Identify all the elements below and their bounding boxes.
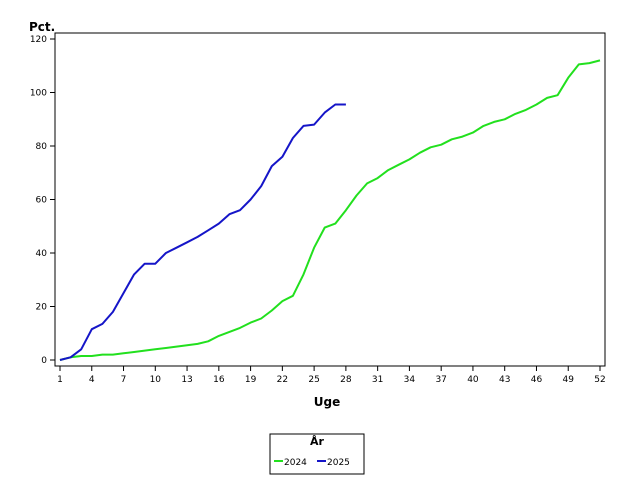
y-tick-label: 80 <box>36 142 48 152</box>
x-tick-label: 46 <box>531 375 543 385</box>
x-tick-label: 1 <box>57 375 63 385</box>
x-tick-label: 31 <box>372 375 383 385</box>
x-tick-label: 10 <box>150 375 162 385</box>
legend-box <box>269 433 365 475</box>
series-line-2025 <box>59 103 346 361</box>
y-tick-label: 40 <box>36 249 48 259</box>
x-tick-label: 37 <box>435 375 446 385</box>
x-axis: 1 4 7 10 13 16 19 22 25 28 31 34 37 40 43 46 49 52 <box>57 366 606 385</box>
legend: År 2024 2025 <box>269 433 365 475</box>
x-tick-label: 34 <box>404 375 416 385</box>
x-tick-label: 52 <box>594 375 605 385</box>
x-tick-label: 19 <box>245 375 257 385</box>
x-tick-label: 25 <box>308 375 319 385</box>
legend-label-2025: 2025 <box>327 458 350 468</box>
y-axis-title: Pct. <box>29 20 55 34</box>
series-lines <box>59 59 601 361</box>
x-tick-label: 4 <box>89 375 95 385</box>
x-tick-label: 22 <box>277 375 288 385</box>
y-tick-label: 60 <box>36 196 48 206</box>
x-tick-label: 7 <box>121 375 127 385</box>
x-axis-title: Uge <box>314 395 340 409</box>
x-tick-label: 43 <box>499 375 510 385</box>
legend-label-2024: 2024 <box>284 458 307 468</box>
y-axis: 0 20 40 60 80 100 120 <box>30 35 55 366</box>
x-tick-label: 49 <box>563 375 575 385</box>
x-tick-label: 16 <box>213 375 225 385</box>
x-tick-label: 13 <box>181 375 192 385</box>
x-tick-label: 28 <box>340 375 352 385</box>
x-tick-label: 40 <box>467 375 479 385</box>
plot-frame <box>54 32 606 367</box>
legend-title: År <box>310 435 325 448</box>
y-tick-label: 100 <box>30 89 47 99</box>
series-line-2024 <box>59 59 601 361</box>
y-tick-label: 20 <box>36 303 48 313</box>
y-tick-label: 120 <box>30 35 47 45</box>
y-tick-label: 0 <box>41 356 47 366</box>
